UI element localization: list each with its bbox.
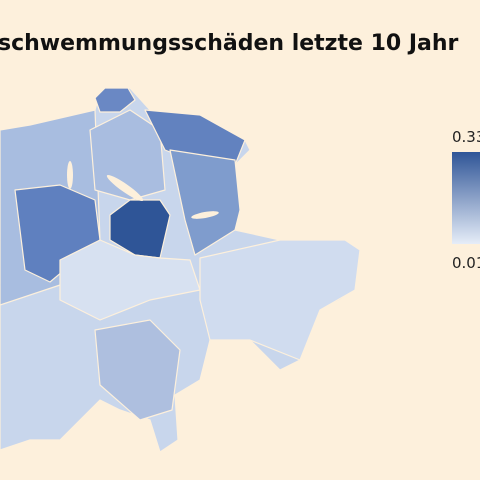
legend-max-label: 0.33 (452, 128, 480, 146)
region (94, 87, 136, 113)
lake (191, 211, 219, 219)
legend-gradient (452, 152, 480, 244)
region (199, 239, 361, 361)
map-title: schwemmungsschäden letzte 10 Jahr (0, 31, 459, 56)
lake (106, 174, 144, 202)
map (0, 87, 361, 453)
legend-min-label: 0.01 (452, 254, 480, 272)
region (59, 239, 201, 321)
lake (67, 161, 73, 189)
region (109, 199, 171, 259)
region (169, 149, 241, 256)
legend: 0.33 0.01 (452, 128, 480, 272)
region (94, 319, 181, 421)
